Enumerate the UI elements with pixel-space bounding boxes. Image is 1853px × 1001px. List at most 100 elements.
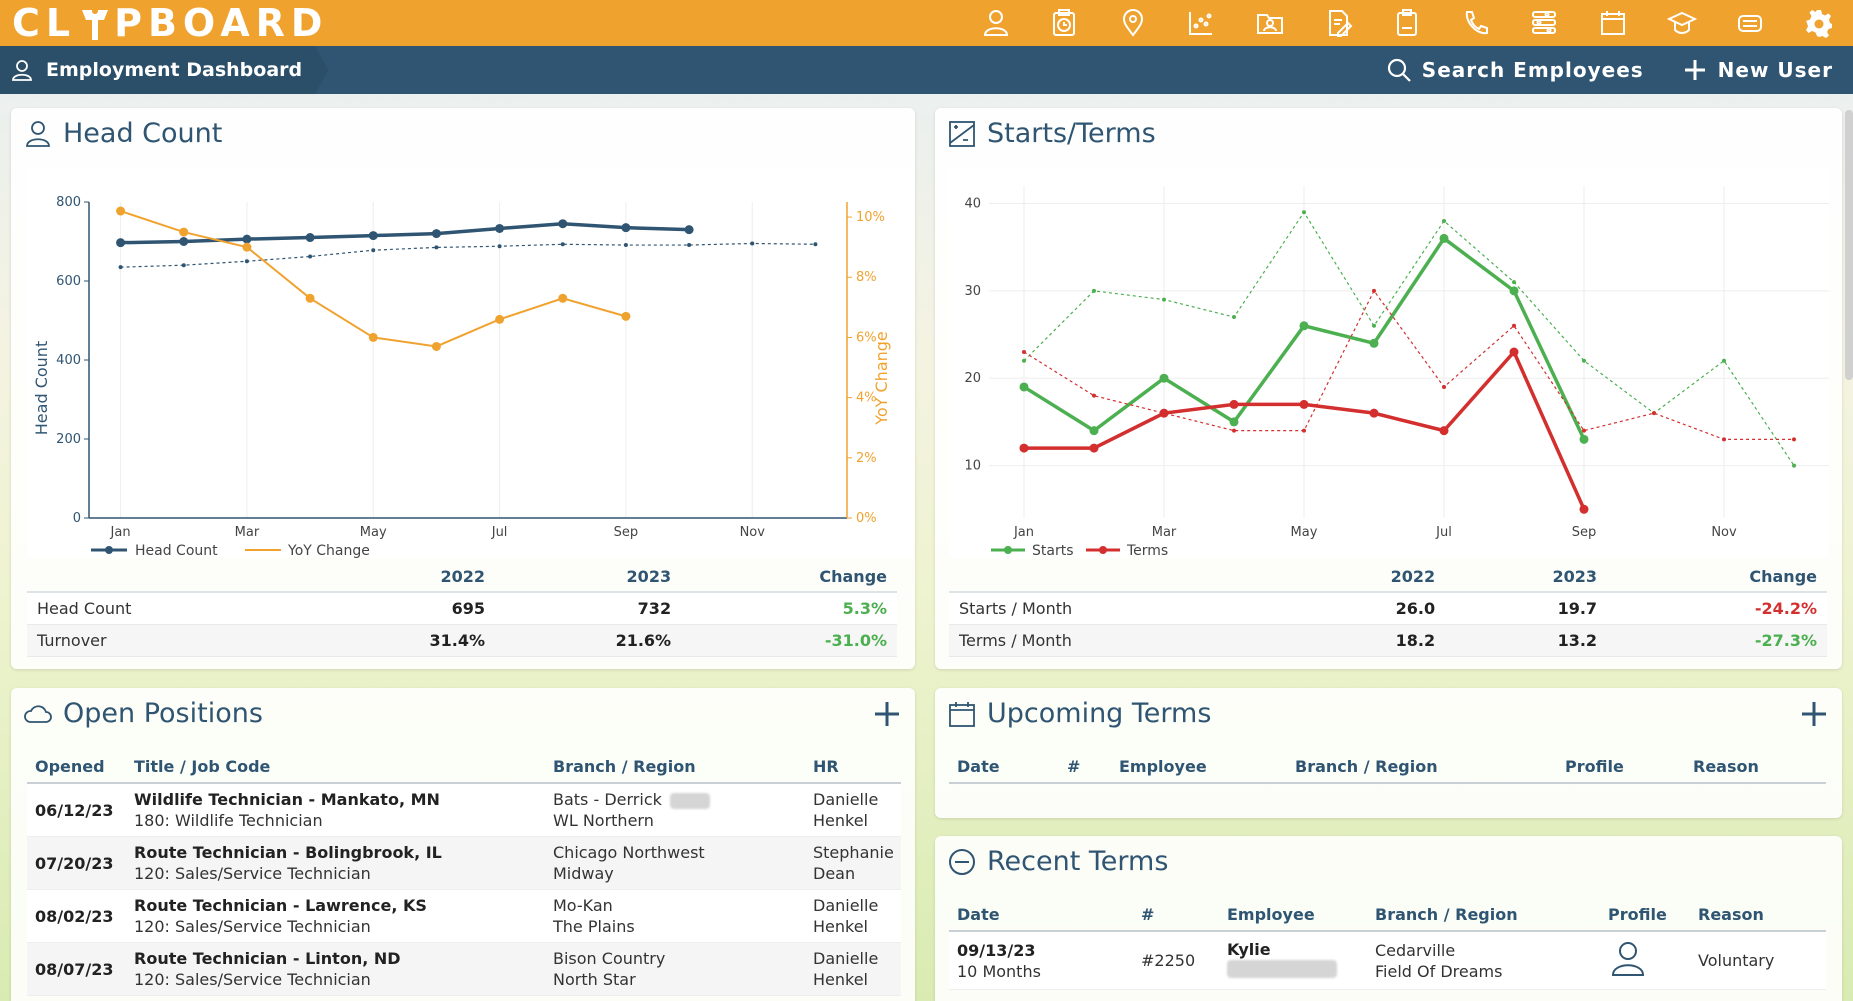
- hr-cell: Stephanie Dean: [805, 842, 901, 884]
- table-row[interactable]: 08/07/23 Route Technician - Linton, ND 12…: [27, 943, 901, 996]
- opened-date: 07/20/23: [35, 853, 114, 873]
- recent-terms-title: Recent Terms: [947, 846, 1168, 877]
- add-term-button[interactable]: [1800, 700, 1828, 728]
- open-positions-title-text: Open Positions: [63, 698, 263, 729]
- calendar-icon[interactable]: [1579, 0, 1648, 46]
- page-scrollbar[interactable]: [1845, 110, 1853, 380]
- folder-user-icon[interactable]: [1236, 0, 1305, 46]
- terms-point: [1509, 347, 1519, 357]
- terms-2022-point: [1372, 288, 1376, 293]
- stats-value: 732: [495, 592, 682, 625]
- head-count-stats: 2022 2023 Change Head Count 695 732 5.3%…: [27, 562, 897, 657]
- user-icon[interactable]: [961, 0, 1030, 46]
- stats-value: 19.7: [1445, 592, 1608, 625]
- position-title-cell: Wildlife Technician - Mankato, MN 180: Wi…: [126, 789, 545, 831]
- hr-last: Henkel: [813, 811, 868, 830]
- starts-point: [1089, 426, 1099, 436]
- position-title[interactable]: Route Technician - Lawrence, KS: [134, 896, 427, 915]
- breadcrumb[interactable]: Employment Dashboard: [0, 46, 329, 94]
- table-row[interactable]: 09/13/23 10 Months #2250 Kylie Cedarville…: [949, 932, 1826, 990]
- x-tick-label: Nov: [1711, 525, 1737, 540]
- region: Midway: [553, 864, 614, 883]
- calendar-icon: [949, 701, 975, 727]
- head-count-point: [179, 237, 189, 246]
- col-profile[interactable]: Profile: [1608, 904, 1667, 924]
- gear-icon[interactable]: [1784, 0, 1853, 46]
- stats-label: Turnover: [27, 624, 309, 657]
- starts-point: [1369, 338, 1379, 348]
- recent-terms-table: Date # Employee Branch / Region Profile …: [949, 898, 1826, 990]
- mortarboard-icon[interactable]: [1647, 0, 1716, 46]
- y-tick-label: 30: [964, 284, 981, 299]
- col-branch[interactable]: Branch / Region: [1295, 756, 1438, 776]
- sliders-icon[interactable]: [1510, 0, 1579, 46]
- col-employee[interactable]: Employee: [1227, 904, 1315, 924]
- branch: Bison Country: [553, 949, 666, 968]
- head-count-2022-point: [497, 244, 502, 249]
- location-icon[interactable]: [1098, 0, 1167, 46]
- hr-cell: Danielle Henkel: [805, 895, 901, 937]
- col-branch[interactable]: Branch / Region: [553, 756, 696, 776]
- table-row[interactable]: 07/20/23 Route Technician - Bolingbrook,…: [27, 837, 901, 890]
- legend-yoy-change: YoY Change: [287, 543, 370, 558]
- starts-2022-point: [1372, 323, 1376, 328]
- terms-2022-line: [1023, 289, 1794, 440]
- col-hr[interactable]: HR: [813, 756, 839, 776]
- head-count-point: [621, 223, 631, 233]
- head-count-chart-svg: Head Count YoY Change Head Count YoY Cha…: [32, 195, 891, 558]
- clipboard-icon[interactable]: [1373, 0, 1442, 46]
- id-card-icon[interactable]: [1716, 0, 1785, 46]
- position-title[interactable]: Route Technician - Bolingbrook, IL: [134, 843, 442, 862]
- stats-value: 13.2: [1445, 624, 1608, 657]
- head-count-2022-point: [560, 242, 565, 247]
- new-user-button[interactable]: New User: [1682, 57, 1833, 83]
- y2-tick-label: 6%: [856, 330, 877, 345]
- table-row[interactable]: 06/12/23 Wildlife Technician - Mankato, …: [27, 784, 901, 837]
- col-employee[interactable]: Employee: [1119, 756, 1207, 776]
- col-date[interactable]: Date: [957, 904, 1000, 924]
- col-reason[interactable]: Reason: [1698, 904, 1764, 924]
- col-number[interactable]: #: [1141, 904, 1155, 924]
- position-title[interactable]: Wildlife Technician - Mankato, MN: [134, 790, 440, 809]
- phone-icon[interactable]: [1441, 0, 1510, 46]
- branch-cell: Chicago Northwest Midway: [545, 842, 805, 884]
- search-employees-button[interactable]: Search Employees: [1386, 57, 1644, 83]
- clipboard-logo[interactable]: CL PBOARD: [12, 1, 328, 45]
- col-reason[interactable]: Reason: [1693, 756, 1759, 776]
- clipboard-logo-icon: [78, 4, 112, 42]
- position-title[interactable]: Route Technician - Linton, ND: [134, 949, 401, 968]
- head-count-title: Head Count: [23, 118, 222, 149]
- employee-name[interactable]: Kylie: [1227, 939, 1271, 959]
- date-cell: 09/13/23 10 Months: [949, 940, 1133, 982]
- chart-icon[interactable]: [1167, 0, 1236, 46]
- profile-icon[interactable]: [1608, 938, 1648, 978]
- col-profile[interactable]: Profile: [1565, 756, 1624, 776]
- yoy-y-axis-label: YoY Change: [872, 331, 891, 426]
- stats-row: Head Count 695 732 5.3%: [27, 592, 897, 625]
- col-branch[interactable]: Branch / Region: [1375, 904, 1518, 924]
- timesheet-icon[interactable]: [1030, 0, 1099, 46]
- col-title[interactable]: Title / Job Code: [134, 756, 271, 776]
- y2-tick-label: 4%: [856, 391, 877, 406]
- hr-cell: Danielle Henkel: [805, 789, 901, 831]
- terms-point: [1089, 443, 1099, 453]
- document-edit-icon[interactable]: [1304, 0, 1373, 46]
- stats-change: -24.2%: [1607, 592, 1827, 625]
- head-count-y-axis-label: Head Count: [32, 341, 51, 435]
- col-number[interactable]: #: [1067, 756, 1081, 776]
- col-opened[interactable]: Opened: [35, 756, 105, 776]
- x-tick-label: Jul: [1435, 525, 1452, 540]
- legend-terms: Terms: [1126, 543, 1168, 558]
- add-position-button[interactable]: [873, 700, 901, 728]
- upcoming-terms-table: Date # Employee Branch / Region Profile …: [949, 750, 1826, 784]
- y2-tick-label: 2%: [856, 451, 877, 466]
- redacted-text: [1227, 959, 1337, 978]
- stats-value: 21.6%: [495, 624, 682, 657]
- head-count-2022-point: [813, 242, 818, 247]
- starts-2022-point: [1092, 288, 1096, 293]
- yoy-change-point: [116, 206, 126, 216]
- terms-point: [1439, 426, 1449, 436]
- terms-point: [1019, 443, 1029, 453]
- table-row[interactable]: 08/02/23 Route Technician - Lawrence, KS…: [27, 890, 901, 943]
- col-date[interactable]: Date: [957, 756, 1000, 776]
